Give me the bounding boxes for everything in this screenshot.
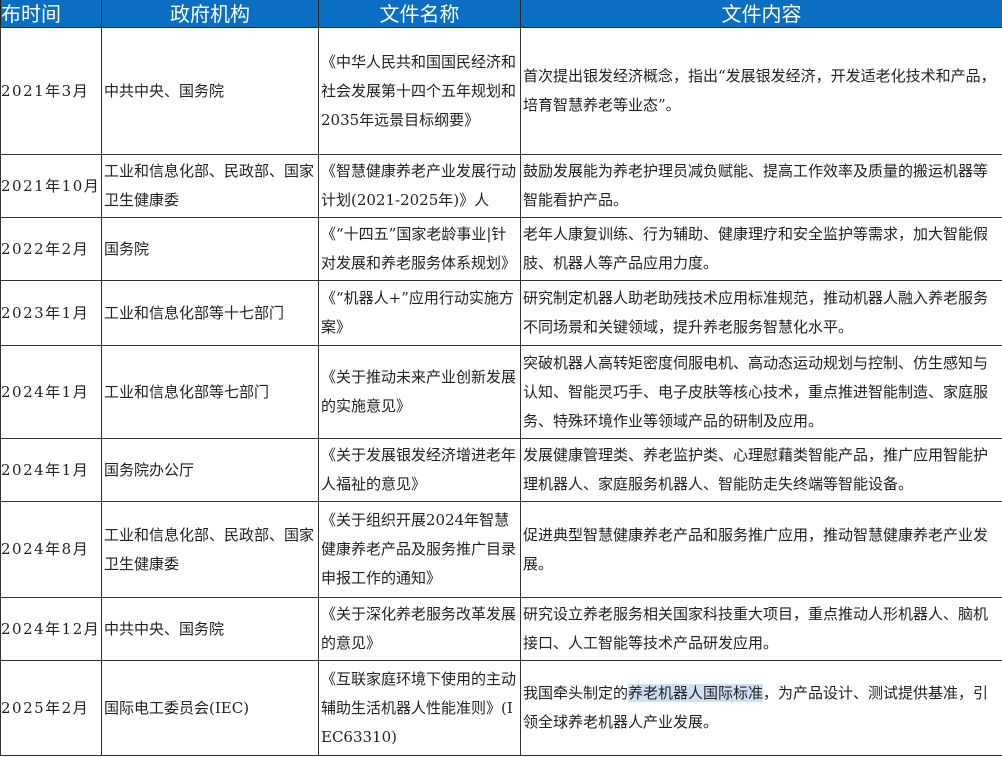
date-cell: 2024年1月	[0, 345, 102, 439]
date-cell: 2021年10月	[0, 154, 102, 218]
date-cell: 2024年12月	[0, 597, 102, 661]
table-header-row: 布时间 政府机构 文件名称 文件内容	[0, 0, 1002, 28]
agency-cell: 工业和信息化部、民政部、国家卫生健康委	[101, 501, 319, 598]
document-cell: 《“十四五”国家老龄事业|针对发展和养老服务体系规划》	[318, 217, 521, 281]
agency-cell: 工业和信息化部等七部门	[101, 345, 319, 439]
header-date: 布时间	[0, 0, 102, 28]
table-row: 2024年8月 工业和信息化部、民政部、国家卫生健康委 《关于组织开展2024年智慧…	[0, 501, 1002, 598]
date-cell: 2021年3月	[0, 27, 102, 155]
table-row: 2022年2月 国务院 《“十四五”国家老龄事业|针对发展和养老服务体系规划》 老年人…	[0, 217, 1002, 281]
document-cell: 《关于发展银发经济增进老年人福祉的意见》	[318, 438, 521, 502]
table-row: 2025年2月 国际电工委员会(IEC) 《互联家庭环境下使用的主动辅助生活机器人性…	[0, 660, 1002, 756]
table-row: 2021年3月 中共中央、国务院 《中华人民共和国国民经济和社会发展第十四个五年规划…	[0, 27, 1002, 155]
header-agency: 政府机构	[101, 0, 319, 28]
agency-cell: 中共中央、国务院	[101, 597, 319, 661]
agency-cell: 中共中央、国务院	[101, 27, 319, 155]
table-row: 2024年1月 工业和信息化部等七部门 《关于推动未来产业创新发展的实施意见》 突破机…	[0, 345, 1002, 439]
agency-cell: 国际电工委员会(IEC)	[101, 660, 319, 756]
table-row: 2023年1月 工业和信息化部等十七部门 《“机器人+”应用行动实施方案》 研究制定机…	[0, 280, 1002, 346]
document-cell: 《互联家庭环境下使用的主动辅助生活机器人性能准则》(IEC63310)	[318, 660, 521, 756]
table-row: 2021年10月 工业和信息化部、民政部、国家卫生健康委 《智慧健康养老产业发展行动…	[0, 154, 1002, 218]
document-cell: 《关于推动未来产业创新发展的实施意见》	[318, 345, 521, 439]
table-row: 2024年1月 国务院办公厅 《关于发展银发经济增进老年人福祉的意见》 发展健康管理类…	[0, 438, 1002, 502]
content-cell: 促进典型智慧健康养老产品和服务推广应用，推动智慧健康养老产业发展。	[520, 501, 1002, 598]
date-cell: 2024年1月	[0, 438, 102, 502]
date-cell: 2022年2月	[0, 217, 102, 281]
table-row: 2024年12月 中共中央、国务院 《关于深化养老服务改革发展的意见》 研究设立养老服…	[0, 597, 1002, 661]
content-cell: 首次提出银发经济概念，指出“发展银发经济，开发适老化技术和产品，培育智慧养老等业…	[520, 27, 1002, 155]
document-cell: 《智慧健康养老产业发展行动计划(2021-2025年)》人	[318, 154, 521, 218]
document-cell: 《关于组织开展2024年智慧健康养老产品及服务推广目录申报工作的通知》	[318, 501, 521, 598]
content-cell: 老年人康复训练、行为辅助、健康理疗和安全监护等需求，加大智能假肢、机器人等产品应…	[520, 217, 1002, 281]
content-cell: 鼓励发展能为养老护理员减负赋能、提高工作效率及质量的搬运机器等智能看护产品。	[520, 154, 1002, 218]
document-cell: 《中华人民共和国国民经济和社会发展第十四个五年规划和2035年远景目标纲要》	[318, 27, 521, 155]
content-cell: 研究设立养老服务相关国家科技重大项目，重点推动人形机器人、脑机接口、人工智能等技…	[520, 597, 1002, 661]
date-cell: 2024年8月	[0, 501, 102, 598]
date-cell: 2025年2月	[0, 660, 102, 756]
content-cell: 我国牵头制定的养老机器人国际标准，为产品设计、测试提供基准，引领全球养老机器人产…	[520, 660, 1002, 756]
document-cell: 《关于深化养老服务改革发展的意见》	[318, 597, 521, 661]
content-text: ，为产品设计、测试提供基准，引领全球养老机器人产业发展。	[523, 684, 989, 731]
agency-cell: 国务院办公厅	[101, 438, 319, 502]
agency-cell: 国务院	[101, 217, 319, 281]
content-cell: 发展健康管理类、养老监护类、心理慰藉类智能产品，推广应用智能护理机器人、家庭服务…	[520, 438, 1002, 502]
header-document: 文件名称	[318, 0, 521, 28]
content-text: 我国牵头制定的	[523, 684, 629, 702]
agency-cell: 工业和信息化部等十七部门	[101, 280, 319, 346]
document-cell: 《“机器人+”应用行动实施方案》	[318, 280, 521, 346]
highlighted-text: 养老机器人国际标准	[628, 684, 764, 702]
agency-cell: 工业和信息化部、民政部、国家卫生健康委	[101, 154, 319, 218]
content-cell: 研究制定机器人助老助残技术应用标准规范，推动机器人融入养老服务不同场景和关键领域…	[520, 280, 1002, 346]
header-content: 文件内容	[520, 0, 1002, 28]
content-cell: 突破机器人高转矩密度伺服电机、高动态运动规划与控制、仿生感知与认知、智能灵巧手、…	[520, 345, 1002, 439]
date-cell: 2023年1月	[0, 280, 102, 346]
